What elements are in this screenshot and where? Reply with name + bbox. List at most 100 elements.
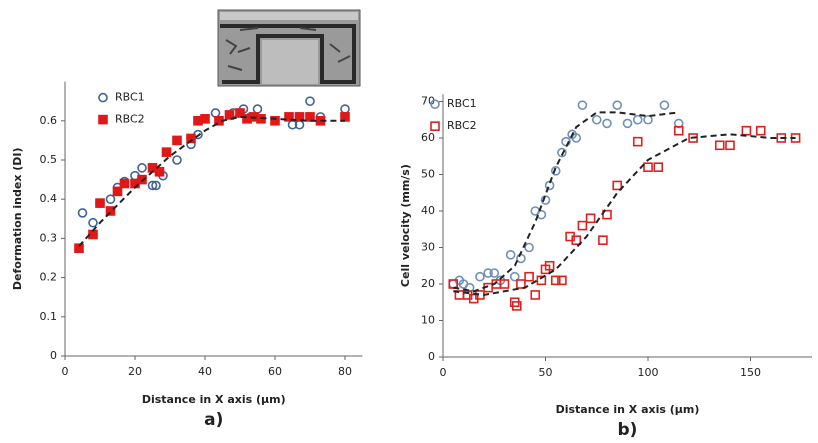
square-marker	[161, 147, 172, 157]
circle-marker	[505, 250, 516, 260]
x-tick-label: 0	[62, 365, 69, 378]
circle-marker	[151, 180, 161, 191]
square-marker	[224, 110, 235, 120]
x-axis-title: Distance in X axis (µm)	[142, 393, 286, 406]
x-tick-label: 150	[740, 366, 761, 379]
square-marker	[598, 235, 608, 245]
square-marker	[105, 206, 116, 216]
square-marker	[137, 174, 147, 185]
circle-marker	[489, 268, 500, 278]
square-marker	[536, 275, 547, 286]
legend-label: RBC1	[115, 91, 145, 104]
y-tick-label: 20	[421, 277, 435, 290]
square-marker	[516, 279, 526, 289]
square-marker	[544, 260, 555, 271]
circle-marker	[516, 253, 526, 264]
y-tick-label: 0.3	[40, 231, 58, 244]
circle-marker	[475, 271, 485, 282]
x-tick-label: 100	[638, 366, 659, 379]
y-axis-title: Cell velocity (mm/s)	[399, 164, 412, 287]
square-marker	[270, 116, 280, 126]
y-tick-label: 40	[421, 204, 435, 217]
y-tick-label: 10	[421, 314, 435, 327]
circle-marker	[557, 147, 567, 158]
square-marker	[632, 136, 643, 147]
square-marker	[511, 301, 522, 311]
x-axis-title: Distance in X axis (µm)	[556, 403, 700, 416]
square-marker	[95, 198, 105, 208]
circle-marker	[137, 163, 147, 173]
square-marker	[305, 112, 315, 122]
y-tick-label: 0.1	[40, 310, 58, 323]
y-tick-label: 30	[421, 241, 435, 254]
circle-marker	[305, 96, 315, 106]
y-tick-label: 0	[428, 350, 435, 363]
square-marker	[577, 220, 588, 231]
square-marker	[653, 162, 664, 172]
circle-marker	[77, 208, 88, 218]
square-marker	[119, 178, 130, 189]
legend-marker	[98, 92, 108, 103]
circle-marker	[340, 104, 350, 114]
square-marker	[524, 271, 534, 282]
fit-line	[453, 111, 679, 293]
circle-marker	[147, 180, 158, 191]
circle-marker	[483, 268, 493, 278]
square-marker	[585, 213, 596, 224]
circle-marker	[602, 118, 612, 129]
panel-label: b)	[618, 420, 638, 440]
legend-marker	[430, 121, 440, 131]
panel-label: a)	[204, 410, 223, 430]
x-tick-label: 50	[539, 366, 553, 379]
square-marker	[294, 112, 305, 122]
legend-marker	[98, 114, 108, 125]
square-marker	[612, 180, 623, 191]
square-marker	[688, 133, 698, 143]
circle-marker	[509, 271, 520, 282]
y-tick-label: 0.2	[40, 271, 58, 284]
circle-marker	[571, 133, 582, 143]
legend-marker	[430, 99, 440, 109]
square-marker	[154, 166, 165, 177]
square-marker	[112, 186, 123, 197]
x-tick-label: 0	[440, 366, 447, 379]
legend-entry: RBC1	[98, 91, 145, 104]
square-marker	[550, 275, 561, 286]
legend-label: RBC2	[115, 113, 145, 126]
y-tick-label: 0.5	[40, 153, 58, 166]
x-tick-label: 40	[198, 365, 212, 378]
circle-marker	[524, 242, 534, 253]
circle-marker	[252, 104, 263, 114]
circle-marker	[577, 100, 588, 110]
micrograph-inset	[217, 9, 361, 87]
square-marker	[499, 279, 510, 289]
square-marker	[284, 112, 294, 122]
circle-marker	[210, 108, 221, 118]
fit-line	[78, 115, 345, 247]
circle-marker	[536, 209, 547, 220]
circle-marker	[612, 100, 623, 110]
square-marker	[235, 108, 245, 118]
square-marker	[725, 140, 735, 151]
x-tick-label: 80	[338, 365, 352, 378]
legend-entry: RBC1	[430, 97, 477, 110]
circle-marker	[550, 166, 561, 176]
y-tick-label: 0.4	[40, 192, 58, 205]
y-tick-label: 60	[421, 131, 435, 144]
legend-entry: RBC2	[430, 119, 477, 132]
circle-marker	[622, 118, 633, 129]
square-marker	[186, 133, 196, 144]
circle-marker	[591, 114, 602, 125]
circle-marker	[643, 114, 653, 125]
legend-label: RBC1	[447, 97, 477, 110]
x-tick-label: 60	[268, 365, 282, 378]
square-marker	[714, 140, 725, 151]
square-marker	[673, 125, 684, 136]
circle-marker	[659, 100, 670, 110]
circle-marker	[632, 114, 643, 125]
y-tick-label: 0	[50, 349, 57, 362]
circle-marker	[172, 155, 182, 165]
fit-line	[453, 133, 796, 296]
square-marker	[200, 114, 210, 124]
legend-label: RBC2	[447, 119, 477, 132]
